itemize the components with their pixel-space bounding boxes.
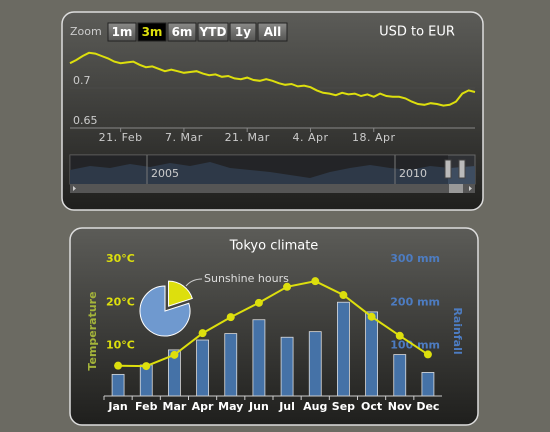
zoom-button[interactable] <box>197 22 229 42</box>
temperature-point <box>198 329 207 338</box>
zoom-label: Zoom <box>70 25 102 38</box>
zoom-button-label: 1y <box>235 25 251 39</box>
x-tick-label: Jun <box>248 400 269 413</box>
x-tick-label: Mar <box>163 400 187 413</box>
zoom-button-label: YTD <box>199 25 227 39</box>
column <box>421 372 435 397</box>
x-tick-label: 4. Apr <box>292 131 328 144</box>
pie-connector <box>185 278 203 287</box>
navigator-label: 2010 <box>399 167 427 180</box>
temperature-point <box>226 313 235 322</box>
zoom-button[interactable] <box>107 22 137 42</box>
x-tick-label: 18. Apr <box>352 131 396 144</box>
navigator-handle[interactable] <box>444 159 452 179</box>
x-tick-label: 21. Feb <box>99 131 143 144</box>
navigator-handle[interactable] <box>458 159 466 179</box>
column <box>393 354 407 397</box>
column <box>252 319 266 397</box>
x-tick-label: Jan <box>107 400 127 413</box>
x-tick-label: Jul <box>278 400 295 413</box>
temperature-point <box>170 350 179 359</box>
x-tick-label: Dec <box>416 400 439 413</box>
temperature-point <box>339 291 348 300</box>
temperature-point <box>114 361 123 370</box>
temperature-point <box>142 362 151 371</box>
price-line <box>69 51 476 107</box>
x-tick-label: 7. Mar <box>165 131 203 144</box>
x-tick-label: Feb <box>135 400 158 413</box>
pie-label: Sunshine hours <box>204 272 289 285</box>
x-tick-label: Apr <box>192 400 214 413</box>
y-tick-label: 30°C <box>106 252 135 265</box>
pie-slice <box>168 280 193 307</box>
chart-title: USD to EUR <box>379 25 455 40</box>
column <box>196 339 209 397</box>
y-tick-label: 10°C <box>106 339 135 352</box>
y-axis-title: Temperature <box>86 291 99 370</box>
temperature-point <box>367 312 376 321</box>
y2-tick-label: 200 mm <box>390 295 440 308</box>
column <box>111 373 125 397</box>
zoom-button-label: 6m <box>172 25 193 39</box>
zoom-button[interactable] <box>137 22 167 42</box>
column <box>280 336 294 397</box>
navigator-label: 2005 <box>151 167 179 180</box>
column <box>337 301 350 397</box>
y2-axis-title: Rainfall <box>451 307 464 354</box>
scrollbar[interactable] <box>70 184 475 193</box>
column <box>224 333 238 397</box>
zoom-button-label: 1m <box>112 25 133 39</box>
chart-title: Tokyo climate <box>229 239 319 254</box>
column <box>365 311 378 397</box>
y-tick-label: 20°C <box>106 295 135 308</box>
x-tick-label: Aug <box>303 400 327 413</box>
temperature-point <box>395 331 404 340</box>
zoom-button[interactable] <box>257 22 288 42</box>
x-tick-label: Oct <box>361 400 382 413</box>
x-tick-label: 21. Mar <box>225 131 270 144</box>
x-tick-label: May <box>218 400 243 413</box>
temperature-line <box>118 280 429 368</box>
x-tick-label: Sep <box>332 400 355 413</box>
column <box>308 331 322 397</box>
zoom-button[interactable] <box>229 22 257 42</box>
navigator <box>69 154 476 193</box>
zoom-button[interactable] <box>167 22 197 42</box>
navigator-mask <box>70 155 448 184</box>
temperature-point <box>423 350 432 359</box>
pie-slice <box>139 285 191 337</box>
navigator-area <box>70 162 475 184</box>
temperature-point <box>283 282 292 291</box>
zoom-button-label: All <box>264 25 282 39</box>
x-tick-label: Nov <box>388 400 413 413</box>
zoom-button-label: 3m <box>142 25 163 39</box>
y-tick-label: 0.7 <box>73 74 91 87</box>
y2-tick-label: 300 mm <box>390 252 440 265</box>
scrollbar-thumb[interactable] <box>449 184 463 193</box>
y-tick-label: 0.65 <box>73 114 98 127</box>
temperature-point <box>311 277 320 286</box>
temperature-point <box>254 298 263 307</box>
